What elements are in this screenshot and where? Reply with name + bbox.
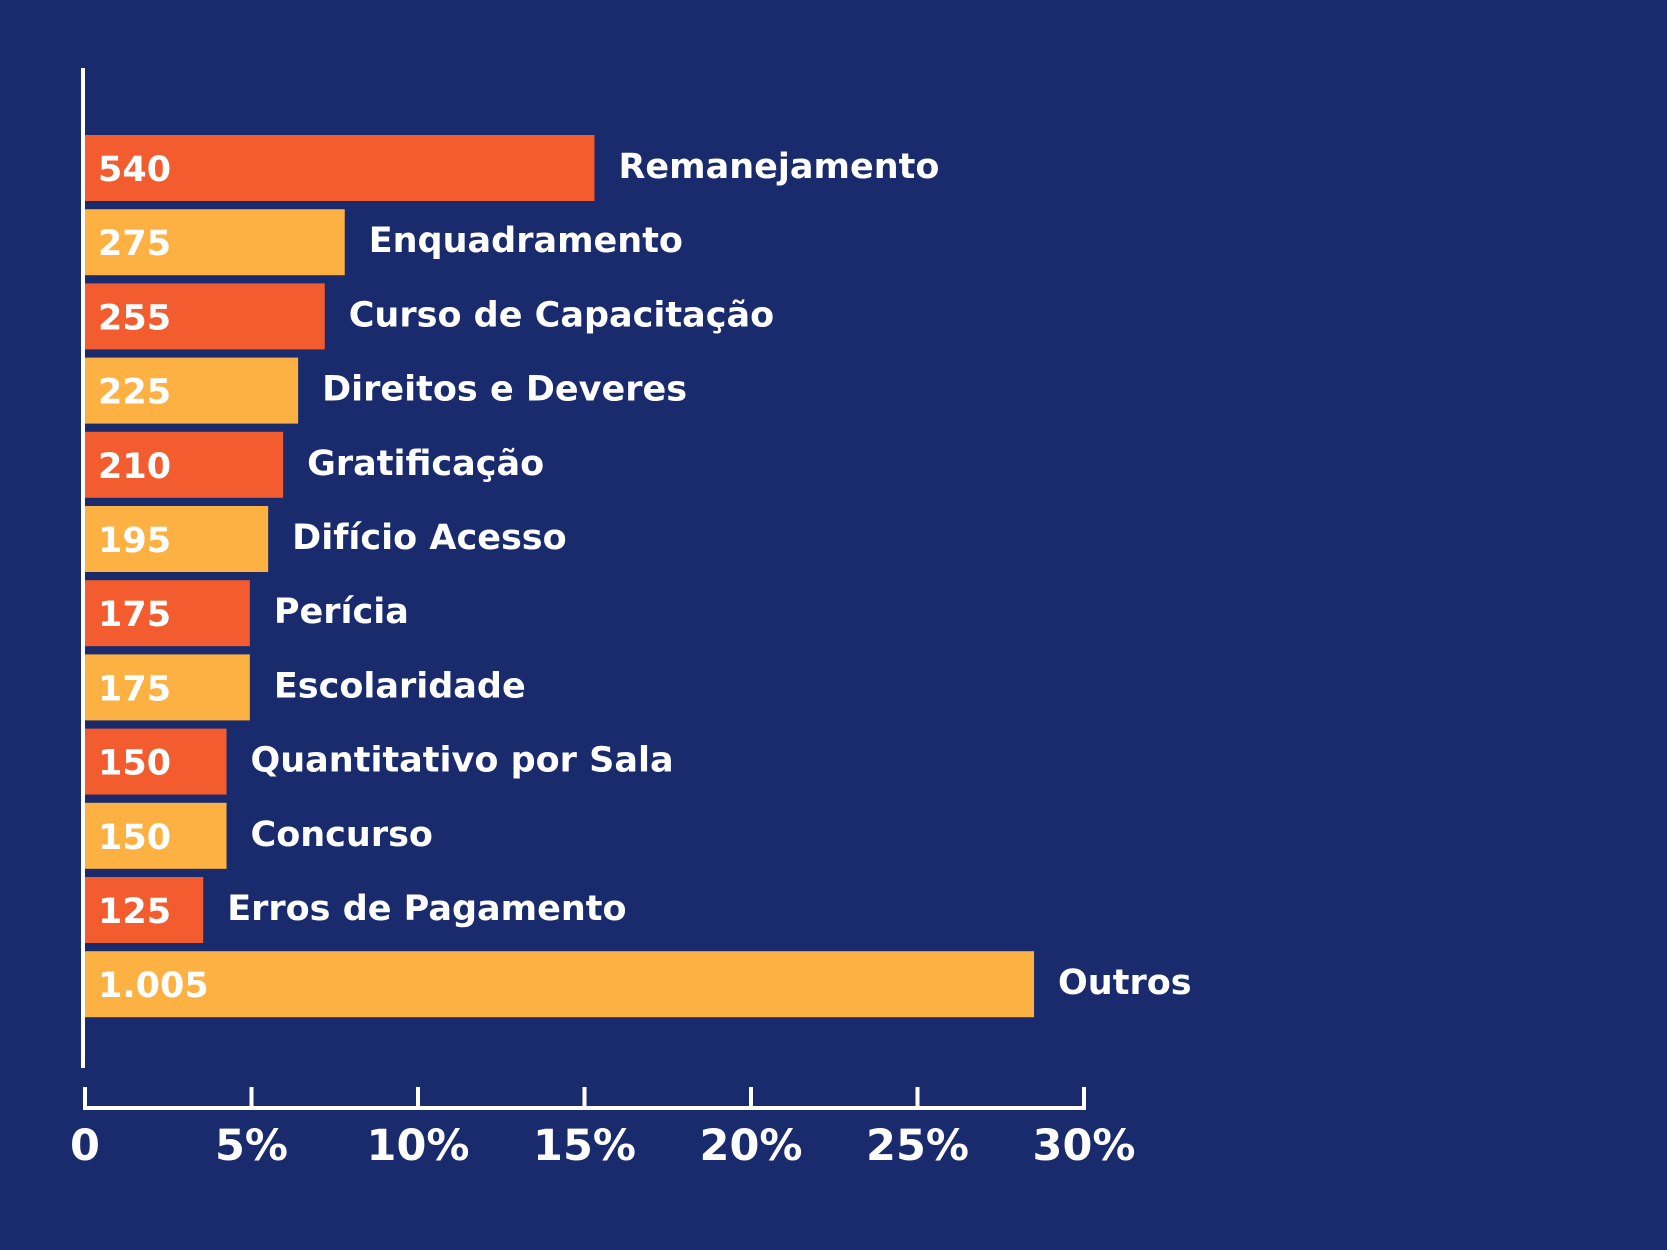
bar-item: 125 Erros de Pagamento <box>85 877 627 943</box>
bar-category-label: Remanejamento <box>618 147 939 187</box>
bar-item: 540 Remanejamento <box>85 135 939 201</box>
bar <box>85 357 299 424</box>
bar <box>85 728 227 795</box>
bar-value-label: 195 <box>98 521 171 561</box>
bar-item: 255 Curso de Capacitação <box>85 283 774 350</box>
bar-category-label: Curso de Capacitação <box>349 295 774 335</box>
bar-category-label: Erros de Pagamento <box>227 889 626 929</box>
bar-item: 175 Escolaridade <box>85 654 526 721</box>
bar <box>85 951 1035 1018</box>
x-tick-label: 10% <box>367 1121 470 1171</box>
bars-group: 540 Remanejamento 275 Enquadramento 255 Curso… <box>85 135 1192 1018</box>
bar-category-label: Difício Acesso <box>292 518 567 558</box>
bar <box>85 802 227 869</box>
bar-value-label: 225 <box>98 373 171 413</box>
bar-category-label: Perícia <box>274 592 409 632</box>
bar <box>85 135 595 201</box>
bar-item: 225 Direitos e Deveres <box>85 357 687 424</box>
bar <box>85 506 269 572</box>
axes-group: 0 5% 10% 15% 20% 25% 30% <box>70 68 1135 1171</box>
bar-category-label: Gratificação <box>307 444 544 484</box>
bar-category-label: Direitos e Deveres <box>322 370 687 410</box>
x-tick-label: 30% <box>1033 1121 1136 1171</box>
bar-value-label: 150 <box>98 818 171 858</box>
bar-value-label: 175 <box>98 595 171 635</box>
x-tick-label: 25% <box>866 1121 969 1171</box>
bar <box>85 580 250 647</box>
bar-value-label: 125 <box>98 892 171 932</box>
x-tick-label: 5% <box>215 1121 288 1171</box>
bar-value-label: 540 <box>98 150 171 190</box>
bar-item: 195 Difício Acesso <box>85 506 567 572</box>
bar-category-label: Escolaridade <box>274 666 526 706</box>
bar-category-label: Outros <box>1058 963 1192 1003</box>
bar-item: 150 Concurso <box>85 802 433 869</box>
bar-value-label: 275 <box>98 224 171 264</box>
bar <box>85 431 284 498</box>
bar <box>85 209 345 276</box>
bar <box>85 654 250 721</box>
bar <box>85 877 204 943</box>
bar-value-label: 210 <box>98 447 171 487</box>
bar-category-label: Quantitativo por Sala <box>251 741 674 781</box>
bar-category-label: Concurso <box>251 815 433 855</box>
bar-item: 275 Enquadramento <box>85 209 683 276</box>
bar-value-label: 175 <box>98 669 171 709</box>
x-tick-label: 20% <box>700 1121 803 1171</box>
bar-item: 175 Perícia <box>85 580 409 647</box>
bar-value-label: 1.005 <box>98 966 209 1006</box>
bar-category-label: Enquadramento <box>369 221 683 261</box>
bar-item: 150 Quantitativo por Sala <box>85 728 674 795</box>
x-tick-label: 0 <box>70 1121 100 1171</box>
bar-value-label: 255 <box>98 298 171 338</box>
bar-item: 210 Gratificação <box>85 431 544 498</box>
bar-value-label: 150 <box>98 744 171 784</box>
bar-item: 1.005 Outros <box>85 951 1192 1018</box>
x-tick-label: 15% <box>533 1121 636 1171</box>
bar <box>85 283 325 350</box>
